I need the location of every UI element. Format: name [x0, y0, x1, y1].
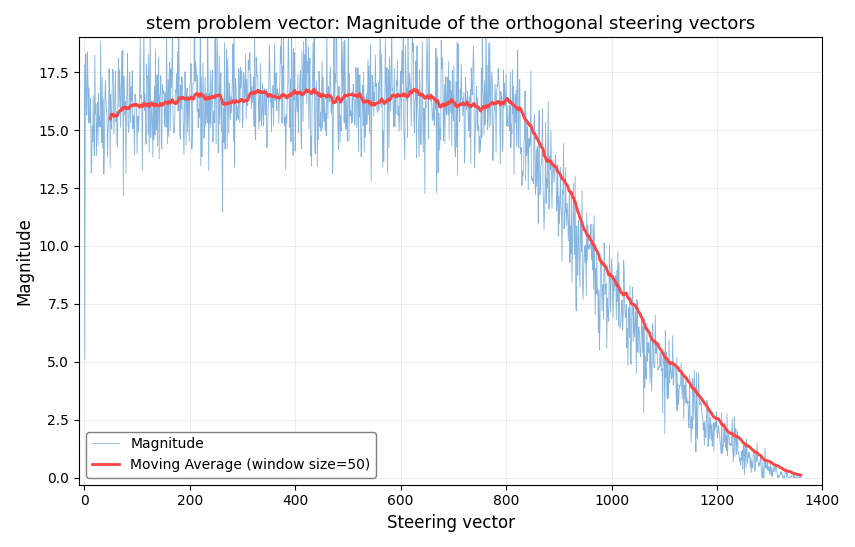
Magnitude [314, 68, 324, 74]
Line: Magnitude: Magnitude [85, 0, 801, 478]
Moving Average (window size=50) [309, 86, 319, 92]
Magnitude [332, 51, 342, 58]
Line: Moving Average (window size=50): Moving Average (window size=50) [110, 89, 801, 475]
Moving Average (window size=50) [609, 277, 619, 283]
Magnitude [768, 468, 778, 474]
X-axis label: Steering vector: Steering vector [386, 514, 515, 532]
Moving Average (window size=50) [796, 472, 806, 479]
Magnitude [155, 93, 165, 100]
Y-axis label: Magnitude: Magnitude [15, 217, 33, 305]
Magnitude [580, 259, 590, 266]
Moving Average (window size=50) [456, 101, 466, 108]
Moving Average (window size=50) [192, 91, 203, 97]
Title: stem problem vector: Magnitude of the orthogonal steering vectors: stem problem vector: Magnitude of the or… [146, 15, 755, 33]
Moving Average (window size=50) [262, 91, 272, 97]
Magnitude [80, 62, 90, 68]
Magnitude [352, 87, 363, 94]
Legend: Magnitude, Moving Average (window size=50): Magnitude, Moving Average (window size=5… [86, 432, 376, 478]
Magnitude [758, 474, 768, 481]
Moving Average (window size=50) [453, 102, 463, 109]
Moving Average (window size=50) [206, 94, 216, 101]
Magnitude [796, 474, 806, 480]
Moving Average (window size=50) [105, 115, 115, 122]
